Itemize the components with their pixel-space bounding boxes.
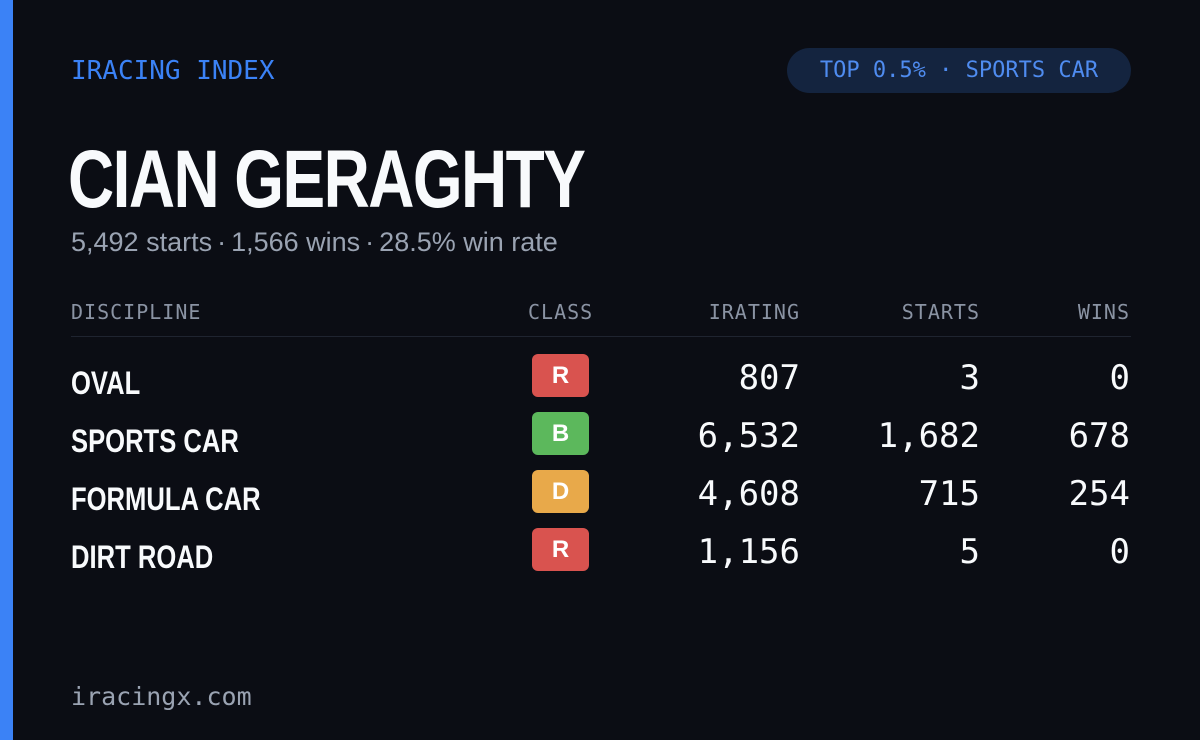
license-class-badge: R	[532, 528, 589, 571]
table-row: FORMULA CAR D 4,608 715 254	[71, 469, 1131, 527]
accent-bar	[0, 0, 13, 740]
license-class-badge: B	[532, 412, 589, 455]
table-row: DIRT ROAD R 1,156 5 0	[71, 527, 1131, 585]
summary-separator: ·	[217, 227, 227, 257]
rank-badge: TOP 0.5% · SPORTS CAR	[787, 48, 1131, 93]
summary-win-rate: 28.5% win rate	[379, 227, 558, 257]
table-row: SPORTS CAR B 6,532 1,682 678	[71, 411, 1131, 469]
driver-name: CIAN GERAGHTY	[68, 134, 586, 225]
license-class-badge: R	[532, 354, 589, 397]
wins-value: 0	[1109, 532, 1130, 572]
starts-value: 1,682	[877, 416, 980, 456]
header-class: CLASS	[528, 300, 594, 324]
wins-value: 0	[1109, 358, 1130, 398]
header-irating: IRATING	[708, 300, 800, 324]
discipline-name: SPORTS CAR	[71, 423, 239, 459]
driver-summary: 5,492 starts · 1,566 wins · 28.5% win rate	[71, 227, 558, 258]
summary-starts: 5,492 starts	[71, 227, 213, 257]
discipline-table: DISCIPLINE CLASS IRATING STARTS WINS OVA…	[71, 300, 1131, 585]
license-class-badge: D	[532, 470, 589, 513]
irating-value: 4,608	[697, 474, 800, 514]
discipline-name: OVAL	[71, 365, 141, 401]
irating-value: 807	[738, 358, 800, 398]
starts-value: 3	[959, 358, 980, 398]
table-body: OVAL R 807 3 0 SPORTS CAR B 6,532 1,682 …	[71, 353, 1131, 585]
header-discipline: DISCIPLINE	[71, 300, 202, 324]
wins-value: 678	[1068, 416, 1130, 456]
header-starts: STARTS	[901, 300, 980, 324]
footer-site-url: iracingx.com	[71, 682, 252, 711]
table-row: OVAL R 807 3 0	[71, 353, 1131, 411]
summary-wins: 1,566 wins	[231, 227, 361, 257]
starts-value: 715	[918, 474, 980, 514]
starts-value: 5	[959, 532, 980, 572]
irating-value: 1,156	[697, 532, 800, 572]
irating-value: 6,532	[697, 416, 800, 456]
wins-value: 254	[1068, 474, 1130, 514]
summary-separator: ·	[365, 227, 375, 257]
discipline-name: DIRT ROAD	[71, 539, 214, 575]
brand-label: IRACING INDEX	[71, 56, 275, 86]
discipline-name: FORMULA CAR	[71, 481, 261, 517]
table-header: DISCIPLINE CLASS IRATING STARTS WINS	[71, 300, 1131, 337]
header-wins: WINS	[1077, 300, 1130, 324]
